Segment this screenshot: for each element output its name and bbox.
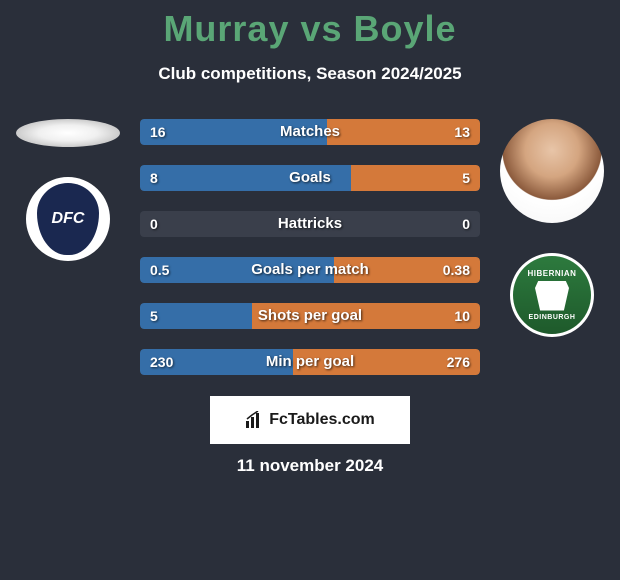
- club-badge-left: DFC: [26, 177, 110, 261]
- club-badge-right-top: HIBERNIAN: [528, 270, 577, 278]
- date-text: 11 november 2024: [0, 456, 620, 476]
- stat-label: Matches: [140, 119, 480, 145]
- stat-label: Hattricks: [140, 211, 480, 237]
- player-photo-right: [500, 119, 604, 223]
- attribution-text: FcTables.com: [269, 411, 375, 429]
- club-badge-right-bottom: EDINBURGH: [529, 314, 576, 321]
- stat-row: 85Goals: [140, 165, 480, 191]
- attribution-logo-icon: [245, 411, 263, 429]
- stat-label: Goals: [140, 165, 480, 191]
- stat-row: 00Hattricks: [140, 211, 480, 237]
- stat-row: 230276Min per goal: [140, 349, 480, 375]
- stat-row: 0.50.38Goals per match: [140, 257, 480, 283]
- subtitle: Club competitions, Season 2024/2025: [0, 64, 620, 84]
- stat-row: 510Shots per goal: [140, 303, 480, 329]
- club-badge-left-text: DFC: [37, 183, 99, 255]
- page-title: Murray vs Boyle: [0, 0, 620, 50]
- club-badge-right-crest: [535, 281, 569, 311]
- stat-row: 1613Matches: [140, 119, 480, 145]
- right-column: HIBERNIAN EDINBURGH: [492, 119, 612, 337]
- club-badge-right: HIBERNIAN EDINBURGH: [510, 253, 594, 337]
- player-photo-left: [16, 119, 120, 147]
- stat-label: Shots per goal: [140, 303, 480, 329]
- attribution-badge: FcTables.com: [210, 396, 410, 444]
- stat-label: Goals per match: [140, 257, 480, 283]
- left-column: DFC: [8, 119, 128, 261]
- stat-label: Min per goal: [140, 349, 480, 375]
- bars-container: 1613Matches 85Goals 00Hattricks 0.50.38Goal…: [140, 119, 480, 395]
